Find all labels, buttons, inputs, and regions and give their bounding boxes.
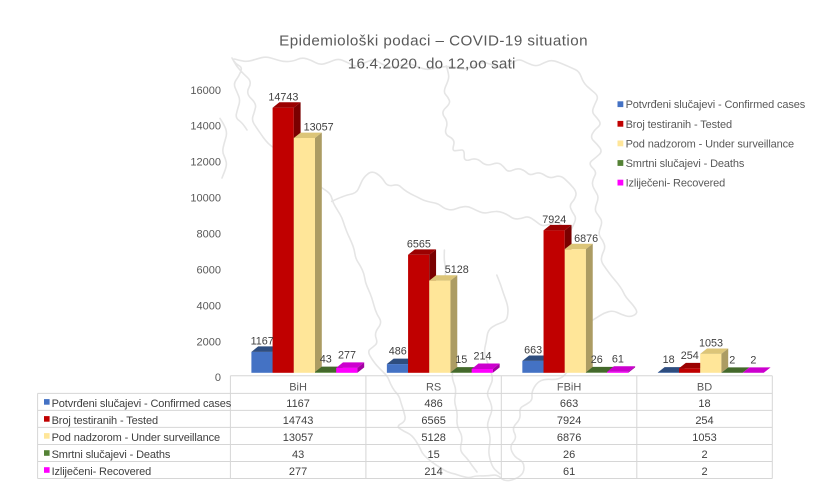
svg-text:7924: 7924	[542, 214, 566, 226]
svg-text:Potvrđeni slučajevi - Confirme: Potvrđeni slučajevi - Confirmed cases	[626, 99, 806, 111]
svg-text:254: 254	[681, 350, 699, 362]
svg-text:14743: 14743	[283, 415, 314, 427]
svg-text:1167: 1167	[286, 398, 310, 410]
svg-text:6876: 6876	[574, 233, 598, 245]
svg-text:6876: 6876	[557, 432, 581, 444]
svg-text:7924: 7924	[557, 415, 581, 427]
svg-text:16.4.2020. do 12,oo sati: 16.4.2020. do 12,oo sati	[348, 56, 516, 73]
svg-text:6565: 6565	[407, 238, 431, 250]
svg-text:8000: 8000	[197, 229, 221, 241]
svg-text:6565: 6565	[421, 415, 445, 427]
svg-text:61: 61	[612, 353, 624, 365]
svg-text:Potvrđeni slučajevi - Confirme: Potvrđeni slučajevi - Confirmed cases	[52, 398, 232, 410]
svg-text:Broj testiranih - Tested: Broj testiranih - Tested	[626, 119, 732, 131]
svg-text:1053: 1053	[692, 432, 716, 444]
svg-text:16000: 16000	[190, 85, 221, 97]
svg-text:43: 43	[292, 449, 304, 461]
svg-text:26: 26	[591, 354, 603, 366]
svg-text:6000: 6000	[197, 264, 221, 276]
svg-text:663: 663	[560, 398, 578, 410]
svg-text:2000: 2000	[197, 336, 221, 348]
svg-text:214: 214	[473, 351, 491, 363]
svg-text:486: 486	[424, 398, 442, 410]
svg-text:1167: 1167	[251, 335, 274, 347]
svg-text:5128: 5128	[445, 264, 469, 276]
svg-text:14000: 14000	[190, 121, 221, 133]
svg-text:Pod nadzorom - Under surveilla: Pod nadzorom - Under surveillance	[52, 432, 220, 444]
svg-text:13057: 13057	[283, 432, 314, 444]
svg-text:15: 15	[455, 354, 467, 366]
svg-text:Izliječeni- Recovered: Izliječeni- Recovered	[52, 466, 152, 478]
svg-text:277: 277	[289, 466, 307, 478]
svg-text:2: 2	[750, 354, 756, 366]
svg-text:2: 2	[729, 354, 735, 366]
svg-text:486: 486	[389, 346, 407, 358]
svg-text:Epidemiološki podaci – COVID-1: Epidemiološki podaci – COVID-19 situatio…	[279, 32, 588, 49]
svg-text:RS: RS	[426, 382, 441, 394]
svg-text:BD: BD	[697, 382, 712, 394]
svg-text:254: 254	[695, 415, 713, 427]
svg-text:13057: 13057	[304, 122, 334, 134]
svg-text:Pod nadzorom - Under surveilla: Pod nadzorom - Under surveillance	[626, 138, 794, 150]
svg-text:2: 2	[701, 449, 707, 461]
svg-text:2: 2	[701, 466, 707, 478]
svg-text:18: 18	[698, 398, 710, 410]
svg-text:10000: 10000	[190, 193, 221, 205]
svg-text:12000: 12000	[190, 157, 221, 169]
svg-text:18: 18	[663, 354, 675, 366]
svg-text:Broj testiranih - Tested: Broj testiranih - Tested	[52, 415, 158, 427]
svg-text:61: 61	[563, 466, 575, 478]
svg-text:FBiH: FBiH	[557, 382, 582, 394]
svg-text:Izliječeni- Recovered: Izliječeni- Recovered	[626, 178, 726, 190]
svg-text:663: 663	[524, 345, 542, 357]
svg-text:14743: 14743	[268, 91, 298, 103]
svg-text:43: 43	[320, 354, 332, 366]
svg-text:1053: 1053	[699, 338, 723, 350]
svg-text:5128: 5128	[421, 432, 445, 444]
svg-text:Smrtni slučajevi - Deaths: Smrtni slučajevi - Deaths	[52, 449, 171, 461]
svg-text:BiH: BiH	[289, 382, 307, 394]
svg-text:4000: 4000	[197, 300, 221, 312]
svg-text:0: 0	[215, 372, 221, 384]
svg-text:15: 15	[427, 449, 439, 461]
svg-text:277: 277	[338, 349, 356, 361]
svg-text:214: 214	[424, 466, 442, 478]
svg-text:Smrtni slučajevi - Deaths: Smrtni slučajevi - Deaths	[626, 158, 745, 170]
svg-text:26: 26	[563, 449, 575, 461]
